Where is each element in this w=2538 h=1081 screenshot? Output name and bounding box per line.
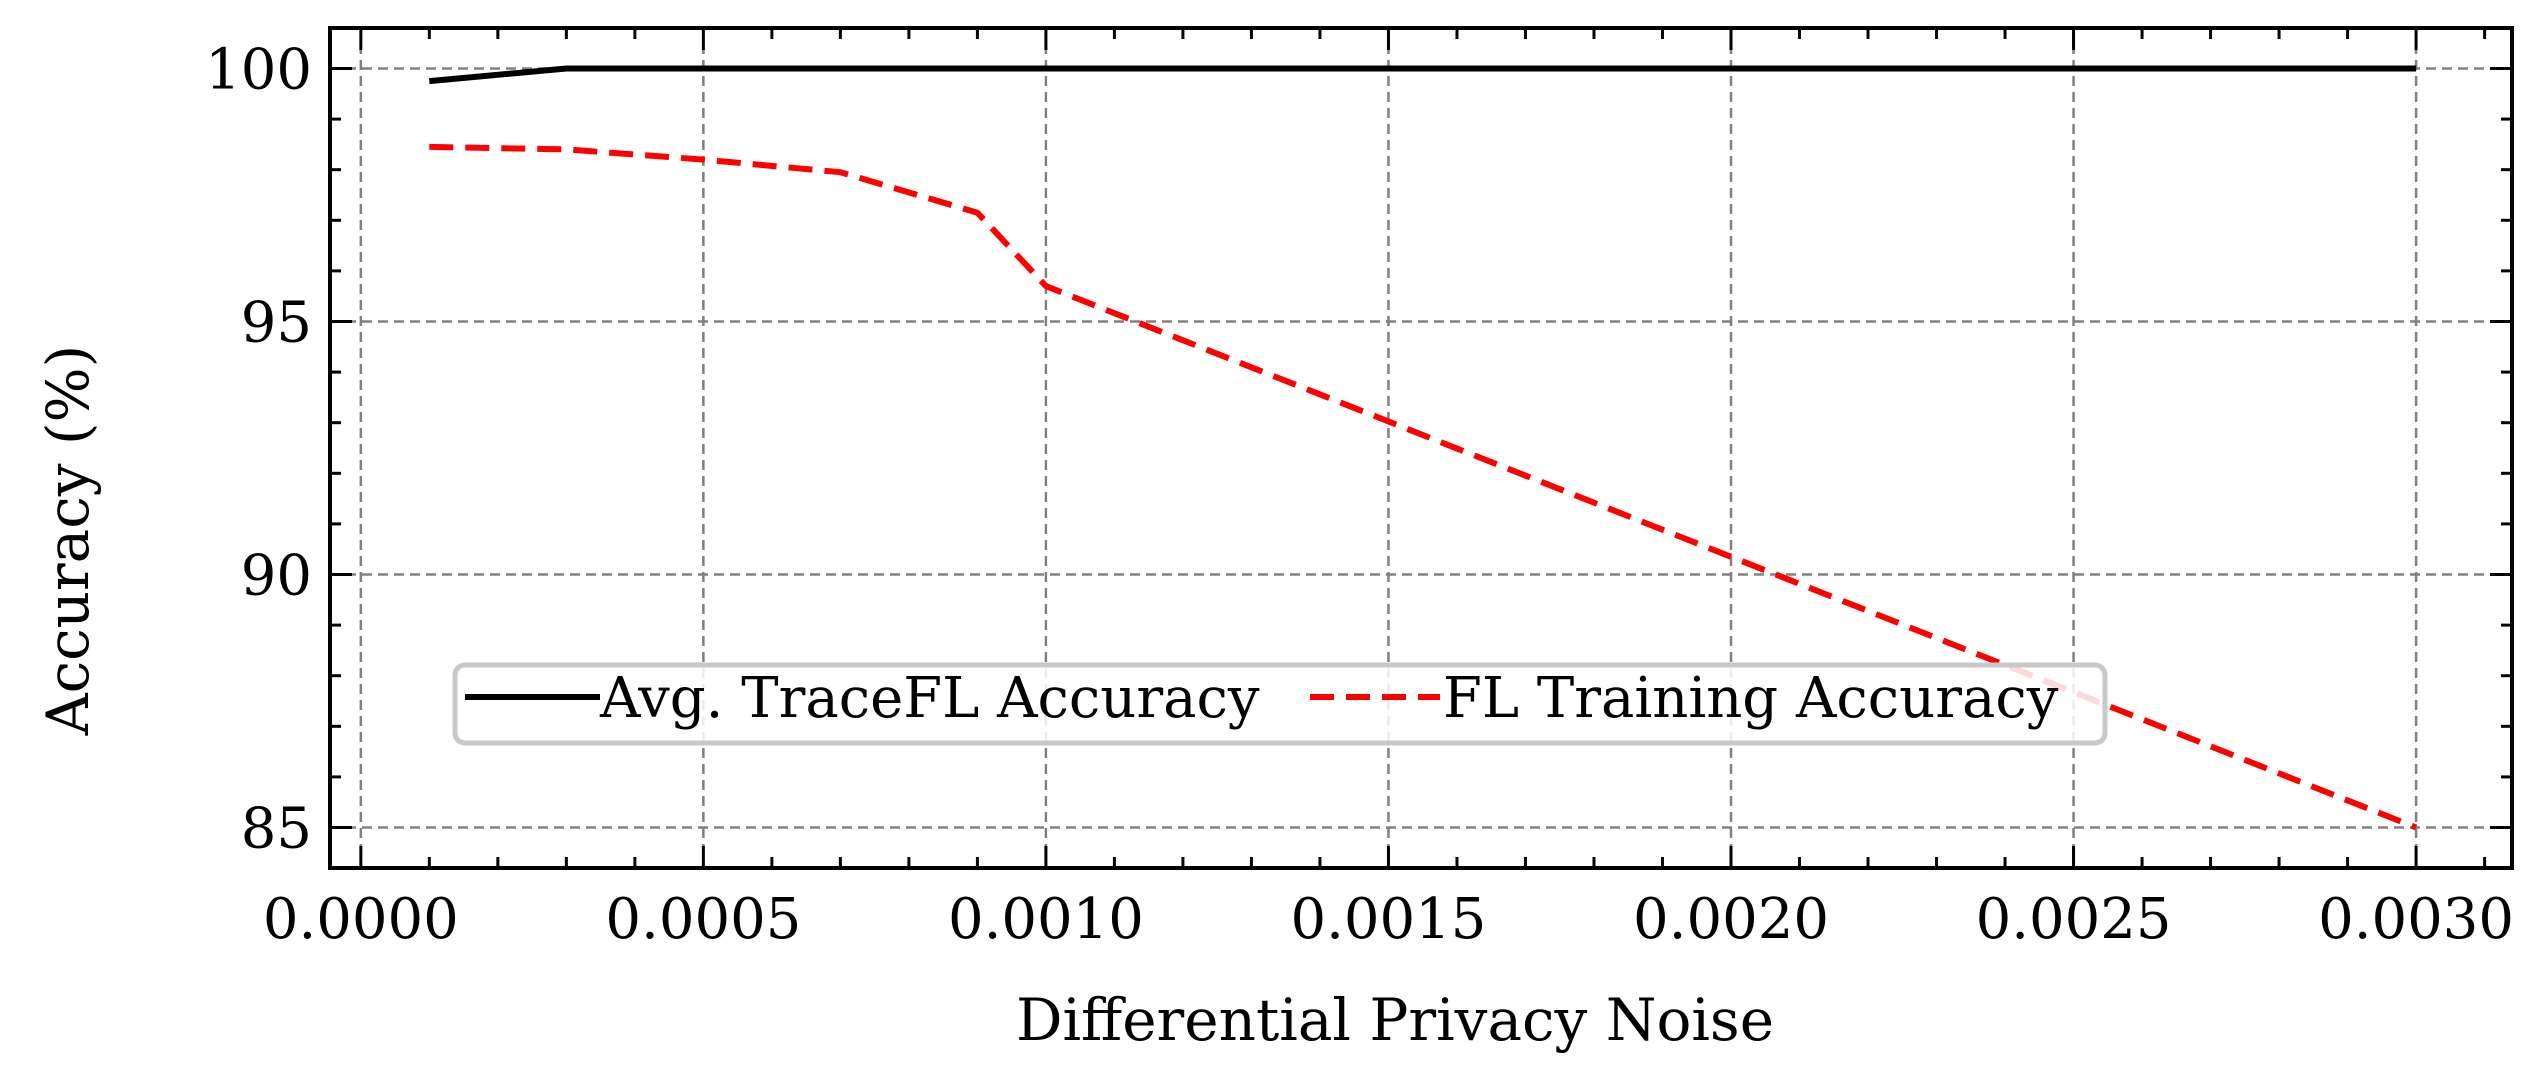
tick-labels: 0.0000 0.0005 0.0010 0.0015 0.0020 0.0025 0.00… (205, 37, 2514, 952)
y-tick-label: 90 (241, 544, 312, 609)
series-layer (429, 65, 2418, 831)
x-tick-label: 0.0005 (605, 887, 801, 952)
x-tick-label: 0.0010 (948, 887, 1144, 952)
legend: Avg. TraceFL Accuracy FL Training Accura… (452, 662, 2108, 746)
x-tick-label: 0.0000 (263, 887, 459, 952)
x-tick-label: 0.0015 (1290, 887, 1486, 952)
legend-label-fl-training: FL Training Accuracy (1443, 666, 2059, 731)
y-axis-label: Accuracy (%) (34, 345, 102, 737)
x-tick-label: 0.0030 (2318, 887, 2514, 952)
y-tick-label: 85 (241, 797, 312, 862)
x-tick-label: 0.0025 (1976, 887, 2172, 952)
series-line-1 (429, 143, 2418, 831)
y-tick-label: 95 (241, 290, 312, 355)
x-tick-label: 0.0020 (1633, 887, 1829, 952)
legend-box (452, 662, 2108, 746)
series-line-0 (429, 65, 2417, 85)
y-tick-label: 100 (205, 37, 312, 102)
legend-label-tracefl: Avg. TraceFL Accuracy (599, 666, 1260, 731)
x-axis-label: Differential Privacy Noise (1016, 986, 1774, 1054)
plot-frame (328, 26, 2514, 870)
ticks (330, 28, 2512, 868)
